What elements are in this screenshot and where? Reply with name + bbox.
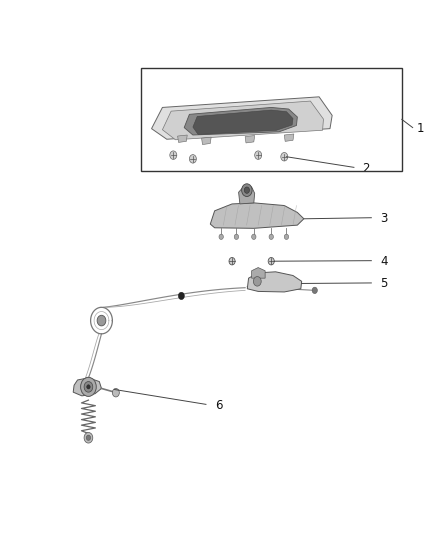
- Polygon shape: [284, 134, 294, 141]
- Polygon shape: [73, 378, 102, 396]
- Circle shape: [269, 234, 273, 239]
- Circle shape: [244, 187, 250, 193]
- Circle shape: [281, 152, 288, 161]
- Polygon shape: [178, 135, 187, 142]
- Text: 6: 6: [215, 399, 222, 412]
- Circle shape: [86, 435, 91, 440]
- Polygon shape: [162, 101, 323, 140]
- Circle shape: [87, 385, 90, 389]
- Circle shape: [268, 257, 274, 265]
- Text: 5: 5: [380, 278, 387, 290]
- Polygon shape: [245, 135, 254, 143]
- Polygon shape: [247, 272, 302, 292]
- Circle shape: [254, 151, 261, 159]
- Polygon shape: [193, 110, 293, 134]
- Circle shape: [84, 382, 93, 392]
- Circle shape: [178, 292, 184, 300]
- Polygon shape: [201, 137, 211, 144]
- Polygon shape: [239, 186, 254, 204]
- Bar: [141, 68, 402, 171]
- Circle shape: [253, 277, 261, 286]
- Text: 4: 4: [380, 255, 388, 268]
- Circle shape: [219, 234, 223, 239]
- Circle shape: [189, 155, 196, 163]
- Text: 2: 2: [363, 162, 370, 175]
- Circle shape: [242, 184, 252, 197]
- Polygon shape: [252, 268, 265, 278]
- Circle shape: [113, 389, 119, 397]
- Circle shape: [97, 316, 106, 326]
- Circle shape: [81, 377, 96, 397]
- Circle shape: [252, 234, 256, 239]
- Polygon shape: [184, 108, 297, 135]
- Circle shape: [284, 234, 289, 239]
- Circle shape: [170, 151, 177, 159]
- Circle shape: [84, 432, 93, 443]
- Circle shape: [312, 287, 318, 294]
- Text: 1: 1: [417, 122, 424, 135]
- Circle shape: [229, 257, 235, 265]
- Circle shape: [234, 234, 239, 239]
- Polygon shape: [152, 97, 332, 139]
- Polygon shape: [210, 203, 304, 228]
- Text: 3: 3: [380, 212, 387, 225]
